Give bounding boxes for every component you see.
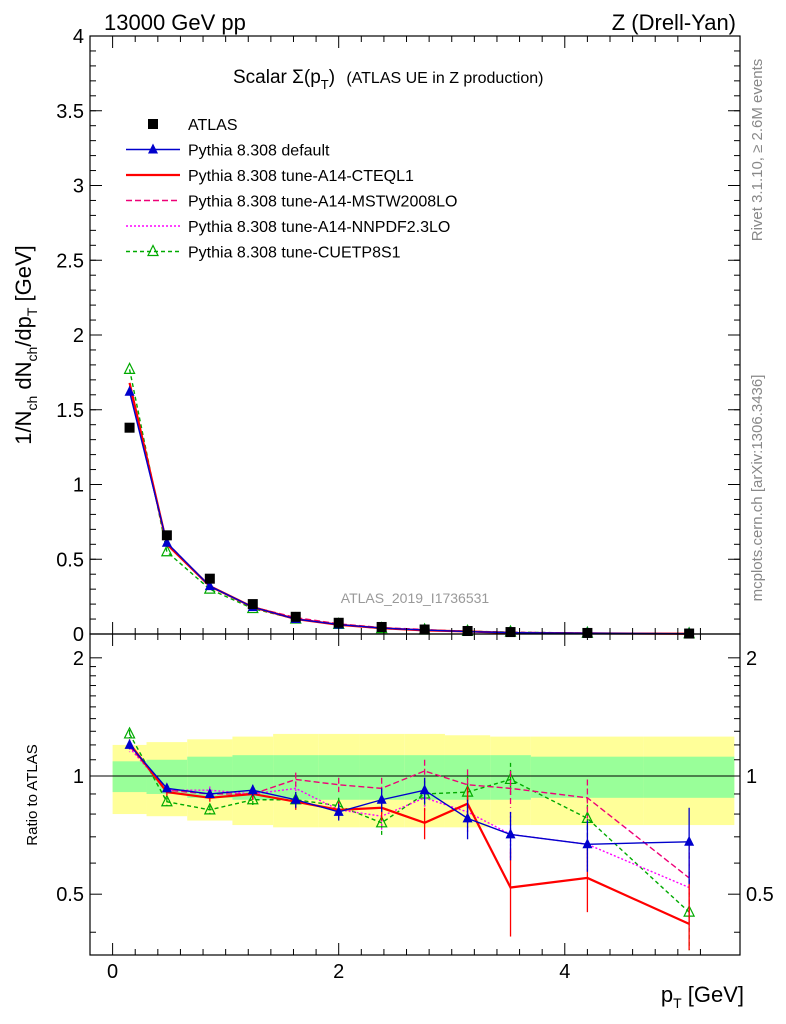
series-line (128, 391, 690, 635)
data-point (204, 580, 215, 591)
data-point (124, 385, 135, 396)
ratio-line (128, 742, 690, 925)
ratio-point (247, 784, 258, 795)
rivet-label: Rivet 3.1.10, ≥ 2.6M events (749, 59, 766, 242)
ratio-y-tick-label: 2 (73, 648, 84, 670)
data-point (462, 626, 473, 637)
chart-title: Scalar Σ(pT) (ATLAS UE in Z production) (233, 67, 543, 92)
data-point (123, 362, 136, 374)
ratio-point (161, 782, 172, 793)
legend-item-3: Pythia 8.308 tune-A14-MSTW2008LO (126, 194, 457, 211)
x-tick-label: 4 (559, 961, 570, 983)
legend-item-1: Pythia 8.308 default (126, 143, 330, 160)
x-tick-label: 0 (107, 961, 118, 983)
mcplots-label: mcplots.cern.ch [arXiv:1306.3436] (749, 375, 766, 602)
y-tick-label: 4 (73, 26, 84, 48)
legend-label: Pythia 8.308 tune-A14-CTEQL1 (188, 168, 414, 185)
band-inner (318, 755, 360, 800)
data-point (505, 627, 516, 638)
legend-label: Pythia 8.308 tune-A14-MSTW2008LO (188, 194, 457, 211)
ratio-point (684, 835, 695, 846)
data-point (160, 544, 173, 557)
legend-label: Pythia 8.308 tune-A14-NNPDF2.3LO (188, 219, 450, 236)
data-point (204, 573, 215, 584)
data-point (161, 530, 172, 541)
ratio-point (246, 792, 259, 805)
ratio-point (204, 787, 215, 798)
y-tick-label: 2 (73, 325, 84, 347)
ratio-point (462, 812, 473, 823)
ratio-point (123, 726, 136, 739)
legend-marker (148, 143, 158, 154)
ratio-y-tick-label-right: 0.5 (746, 884, 774, 906)
ratio-line (129, 747, 690, 889)
legend: ATLAS Pythia 8.308 default Pythia 8.308 tu… (126, 117, 457, 262)
ratio-point (582, 838, 593, 849)
analysis-id: ATLAS_2019_I1736531 (341, 590, 490, 606)
legend-marker (147, 244, 159, 257)
ratio-point (376, 793, 387, 804)
y-tick-label: 1.5 (56, 400, 84, 422)
data-point (290, 611, 301, 622)
series-0 (124, 422, 695, 639)
ratio-point (203, 802, 216, 815)
y-tick-label: 2.5 (56, 250, 84, 272)
legend-label: Pythia 8.308 default (188, 143, 330, 160)
chart-title-tail: (ATLAS UE in Z production) (346, 70, 543, 87)
ratio-series-0 (124, 738, 695, 885)
header-left: 13000 GeV pp (104, 10, 246, 35)
legend-marker (148, 119, 158, 129)
ratio-line (128, 733, 690, 913)
legend-item-2: Pythia 8.308 tune-A14-CTEQL1 (126, 168, 414, 185)
legend-label: Pythia 8.308 tune-CUETP8S1 (188, 245, 401, 262)
data-point (161, 536, 172, 547)
legend-item-0: ATLAS (148, 117, 238, 134)
y-tick-label: 1 (73, 475, 84, 497)
y-axis-label: 1/Nch dNch/dpT [GeV] (11, 245, 40, 445)
ratio-y-axis-label: Ratio to ATLAS (24, 744, 41, 845)
legend-item-5: Pythia 8.308 tune-CUETP8S1 (126, 244, 401, 262)
legend-item-4: Pythia 8.308 tune-A14-NNPDF2.3LO (126, 219, 450, 236)
header-right: Z (Drell-Yan) (612, 10, 736, 35)
ratio-point (375, 815, 388, 828)
y-tick-label: 0.5 (56, 549, 84, 571)
ratio-point (333, 805, 344, 816)
ratio-bands (90, 733, 740, 828)
ratio-point (290, 793, 301, 804)
y-tick-label: 3.5 (56, 101, 84, 123)
ratio-point (160, 794, 173, 807)
y-tick-label: 3 (73, 176, 84, 198)
axes: 00.511.522.533.540.5 0.51 12 20 2 4 (56, 26, 774, 983)
band-inner (643, 756, 735, 798)
ratio-y-tick-label: 1 (73, 766, 84, 788)
data-point (124, 422, 135, 433)
y-tick-label: 0 (73, 624, 84, 646)
x-tick-label: 2 (333, 961, 344, 983)
ratio-y-tick-label: 0.5 (56, 884, 84, 906)
x-axis-label: pT [GeV] (661, 982, 744, 1011)
data-point (376, 621, 387, 632)
ratio-y-tick-label-right: 2 (746, 648, 757, 670)
data-point (419, 624, 430, 635)
ratio-line (129, 744, 690, 845)
ratio-y-tick-label-right: 1 (746, 766, 757, 788)
ratio-point (124, 738, 135, 749)
ratio-panel-data (123, 726, 696, 951)
ratio-point (419, 784, 430, 795)
ratio-point (505, 828, 516, 839)
legend-label: ATLAS (188, 117, 238, 134)
data-point (247, 599, 258, 610)
ratio-frame (89, 633, 741, 956)
band-inner (112, 761, 147, 793)
